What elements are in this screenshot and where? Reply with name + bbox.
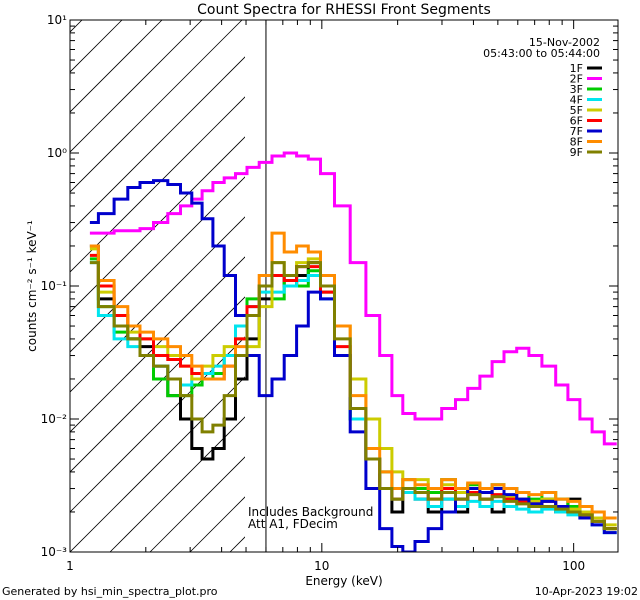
hatch-line xyxy=(70,136,245,313)
y-tick-label: 10⁻¹ xyxy=(41,279,68,293)
series-9F xyxy=(89,261,617,531)
series-3F xyxy=(89,257,617,531)
x-tick-label: 100 xyxy=(562,559,585,573)
chart-title: Count Spectra for RHESSI Front Segments xyxy=(197,2,491,18)
hatched-excluded-region xyxy=(70,20,245,552)
hatch-line xyxy=(70,296,245,473)
footer-timestamp: 10-Apr-2023 19:02 xyxy=(535,585,638,598)
plot-frame xyxy=(69,19,619,553)
time-range-label: 05:43:00 to 05:44:00 xyxy=(483,47,600,60)
y-tick-label: 10¹ xyxy=(47,13,67,27)
y-axis-label: counts cm⁻² s⁻¹ keV⁻¹ xyxy=(25,220,39,352)
hatch-line xyxy=(70,20,203,153)
hatch-line xyxy=(70,336,245,513)
axis-tick-labels: 1 10 100 10⁻³ 10⁻² 10⁻¹ 10⁰ 10¹ xyxy=(41,13,586,573)
hatch-line xyxy=(70,256,245,433)
legend-label-3F: 3F xyxy=(570,83,583,96)
annotation-background: Includes Background xyxy=(248,505,373,519)
x-axis-label: Energy (keV) xyxy=(305,574,382,588)
legend-label-1F: 1F xyxy=(570,62,583,75)
legend-label-2F: 2F xyxy=(570,73,583,86)
date-label: 15-Nov-2002 xyxy=(529,36,600,49)
y-tick-label: 10⁻² xyxy=(41,412,68,426)
hatch-line xyxy=(149,456,245,552)
hatch-line xyxy=(70,20,163,113)
x-tick-label: 10 xyxy=(314,559,329,573)
hatch-line xyxy=(109,416,245,552)
x-tick-label: 1 xyxy=(66,559,74,573)
hatch-line xyxy=(70,176,245,353)
y-tick-label: 10⁻³ xyxy=(41,545,68,559)
annotation-attenuator: Att A1, FDecim xyxy=(248,517,338,531)
hatch-line xyxy=(70,96,245,273)
legend-label-5F: 5F xyxy=(570,104,583,117)
axis-ticks xyxy=(69,20,618,553)
legend-label-6F: 6F xyxy=(570,115,583,128)
legend-label-8F: 8F xyxy=(570,136,583,149)
hatch-line xyxy=(70,216,245,393)
hatch-line xyxy=(70,56,245,233)
series-2F xyxy=(89,151,617,446)
legend-label-4F: 4F xyxy=(570,94,583,107)
legend-label-9F: 9F xyxy=(570,146,583,159)
hatch-line xyxy=(70,376,245,552)
hatch-line xyxy=(70,20,243,193)
series-4F xyxy=(89,261,617,535)
series-layer xyxy=(89,151,617,552)
y-tick-label: 10⁰ xyxy=(47,146,67,160)
legend-label-7F: 7F xyxy=(570,125,583,138)
footer-generated-by: Generated by hsi_min_spectra_plot.pro xyxy=(2,585,218,598)
